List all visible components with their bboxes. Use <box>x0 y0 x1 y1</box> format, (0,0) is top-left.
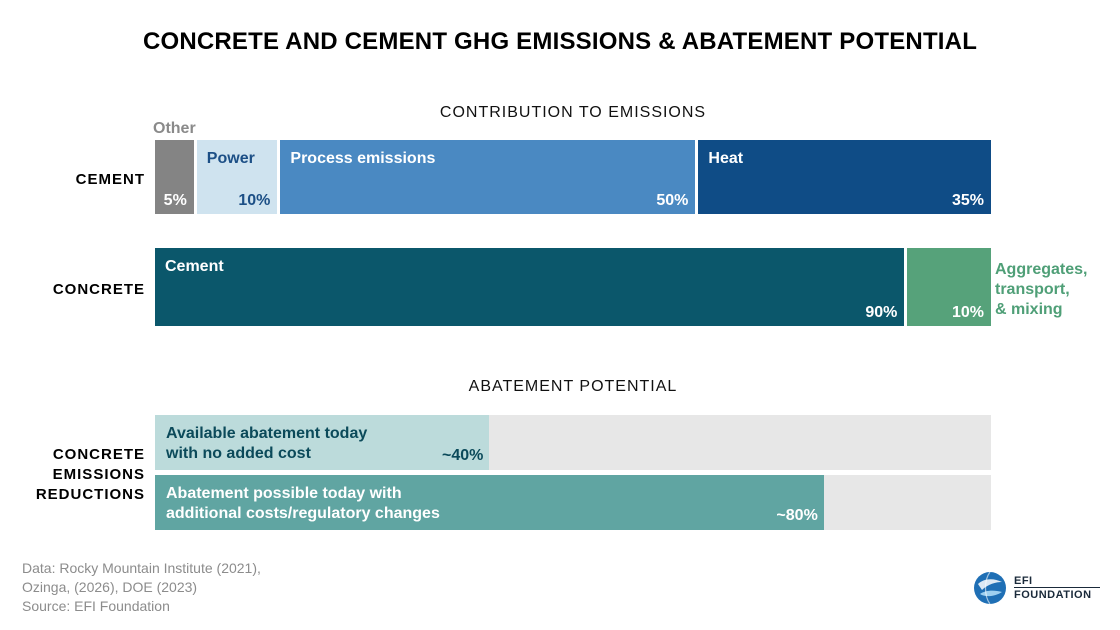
logo-text-efi: EFI <box>1014 575 1033 587</box>
concrete-segment-value: 90% <box>865 304 898 321</box>
abatement-name-line: with no added cost <box>166 445 311 462</box>
source-footer: Data: Rocky Mountain Institute (2021), Oz… <box>22 559 261 616</box>
aggregates-label-line: Aggregates, <box>995 261 1088 278</box>
abatement-name-line: Available abatement today <box>166 425 368 442</box>
aggregates-outside-label: Aggregates, transport, & mixing <box>995 260 1087 320</box>
row-label-line: CONCRETE <box>52 446 145 463</box>
efi-logo: EFI FOUNDATION <box>972 570 1102 606</box>
cement-segment-value: 5% <box>163 192 187 209</box>
cement-segment-process-emissions: Process emissions 50% <box>280 140 696 214</box>
cement-segment-name: Power <box>206 150 255 167</box>
abatement-name-line: additional costs/regulatory changes <box>166 505 440 522</box>
row-label-cement: CEMENT <box>75 171 145 188</box>
footer-line: Data: Rocky Mountain Institute (2021), <box>22 560 261 576</box>
abatement-name-line: Abatement possible today with <box>166 485 402 502</box>
concrete-segment-name: Cement <box>165 258 224 275</box>
cement-segment-name: Process emissions <box>290 150 436 167</box>
concrete-segment-cement: Cement 90% <box>155 248 905 326</box>
abatement-bar-name: Abatement possible today with additional … <box>166 484 440 524</box>
aggregates-label-line: & mixing <box>995 301 1063 318</box>
cement-stacked-bar: 5% Power 10% Process emissions 50% Heat 35% <box>155 140 991 214</box>
row-label-concrete-emissions-reductions: CONCRETE EMISSIONS REDUCTIONS <box>36 445 145 505</box>
section-title-abatement: ABATEMENT POTENTIAL <box>468 378 678 395</box>
abatement-bar-2: Abatement possible today with additional … <box>155 475 824 530</box>
cement-other-outside-label: Other <box>153 120 196 137</box>
cement-segment-value: 50% <box>656 192 689 209</box>
cement-segment-other: 5% <box>155 140 194 214</box>
cement-segment-power: Power 10% <box>196 140 278 214</box>
cement-segment-heat: Heat 35% <box>698 140 991 214</box>
abatement-bar-value: ~40% <box>442 447 484 464</box>
abatement-bar-value: ~80% <box>776 507 818 524</box>
cement-segment-value: 10% <box>238 192 271 209</box>
chart-title: CONCRETE AND CEMENT GHG EMISSIONS & ABAT… <box>142 28 978 55</box>
cement-segment-name: Heat <box>708 150 744 167</box>
logo-divider <box>1014 587 1100 588</box>
abatement-bars: Available abatement today with no added c… <box>155 415 991 530</box>
abatement-bar-name: Available abatement today with no added c… <box>166 424 367 464</box>
row-label-line: REDUCTIONS <box>35 486 145 503</box>
globe-icon <box>974 571 1006 605</box>
aggregates-label-line: transport, <box>995 281 1070 298</box>
section-title-contribution: CONTRIBUTION TO EMISSIONS <box>439 104 707 121</box>
concrete-segment-aggregates-transport-mixing: 10% <box>907 248 991 326</box>
abatement-bar-1: Available abatement today with no added c… <box>155 415 490 470</box>
row-label-concrete: CONCRETE <box>52 281 145 298</box>
concrete-segment-value: 10% <box>951 304 984 321</box>
footer-line: Source: EFI Foundation <box>22 598 170 614</box>
logo-text-foundation: FOUNDATION <box>1014 589 1092 601</box>
row-label-line: EMISSIONS <box>52 466 145 483</box>
concrete-stacked-bar: Cement 90% 10% <box>155 248 991 326</box>
cement-segment-value: 35% <box>951 192 984 209</box>
footer-line: Ozinga, (2026), DOE (2023) <box>22 579 198 595</box>
